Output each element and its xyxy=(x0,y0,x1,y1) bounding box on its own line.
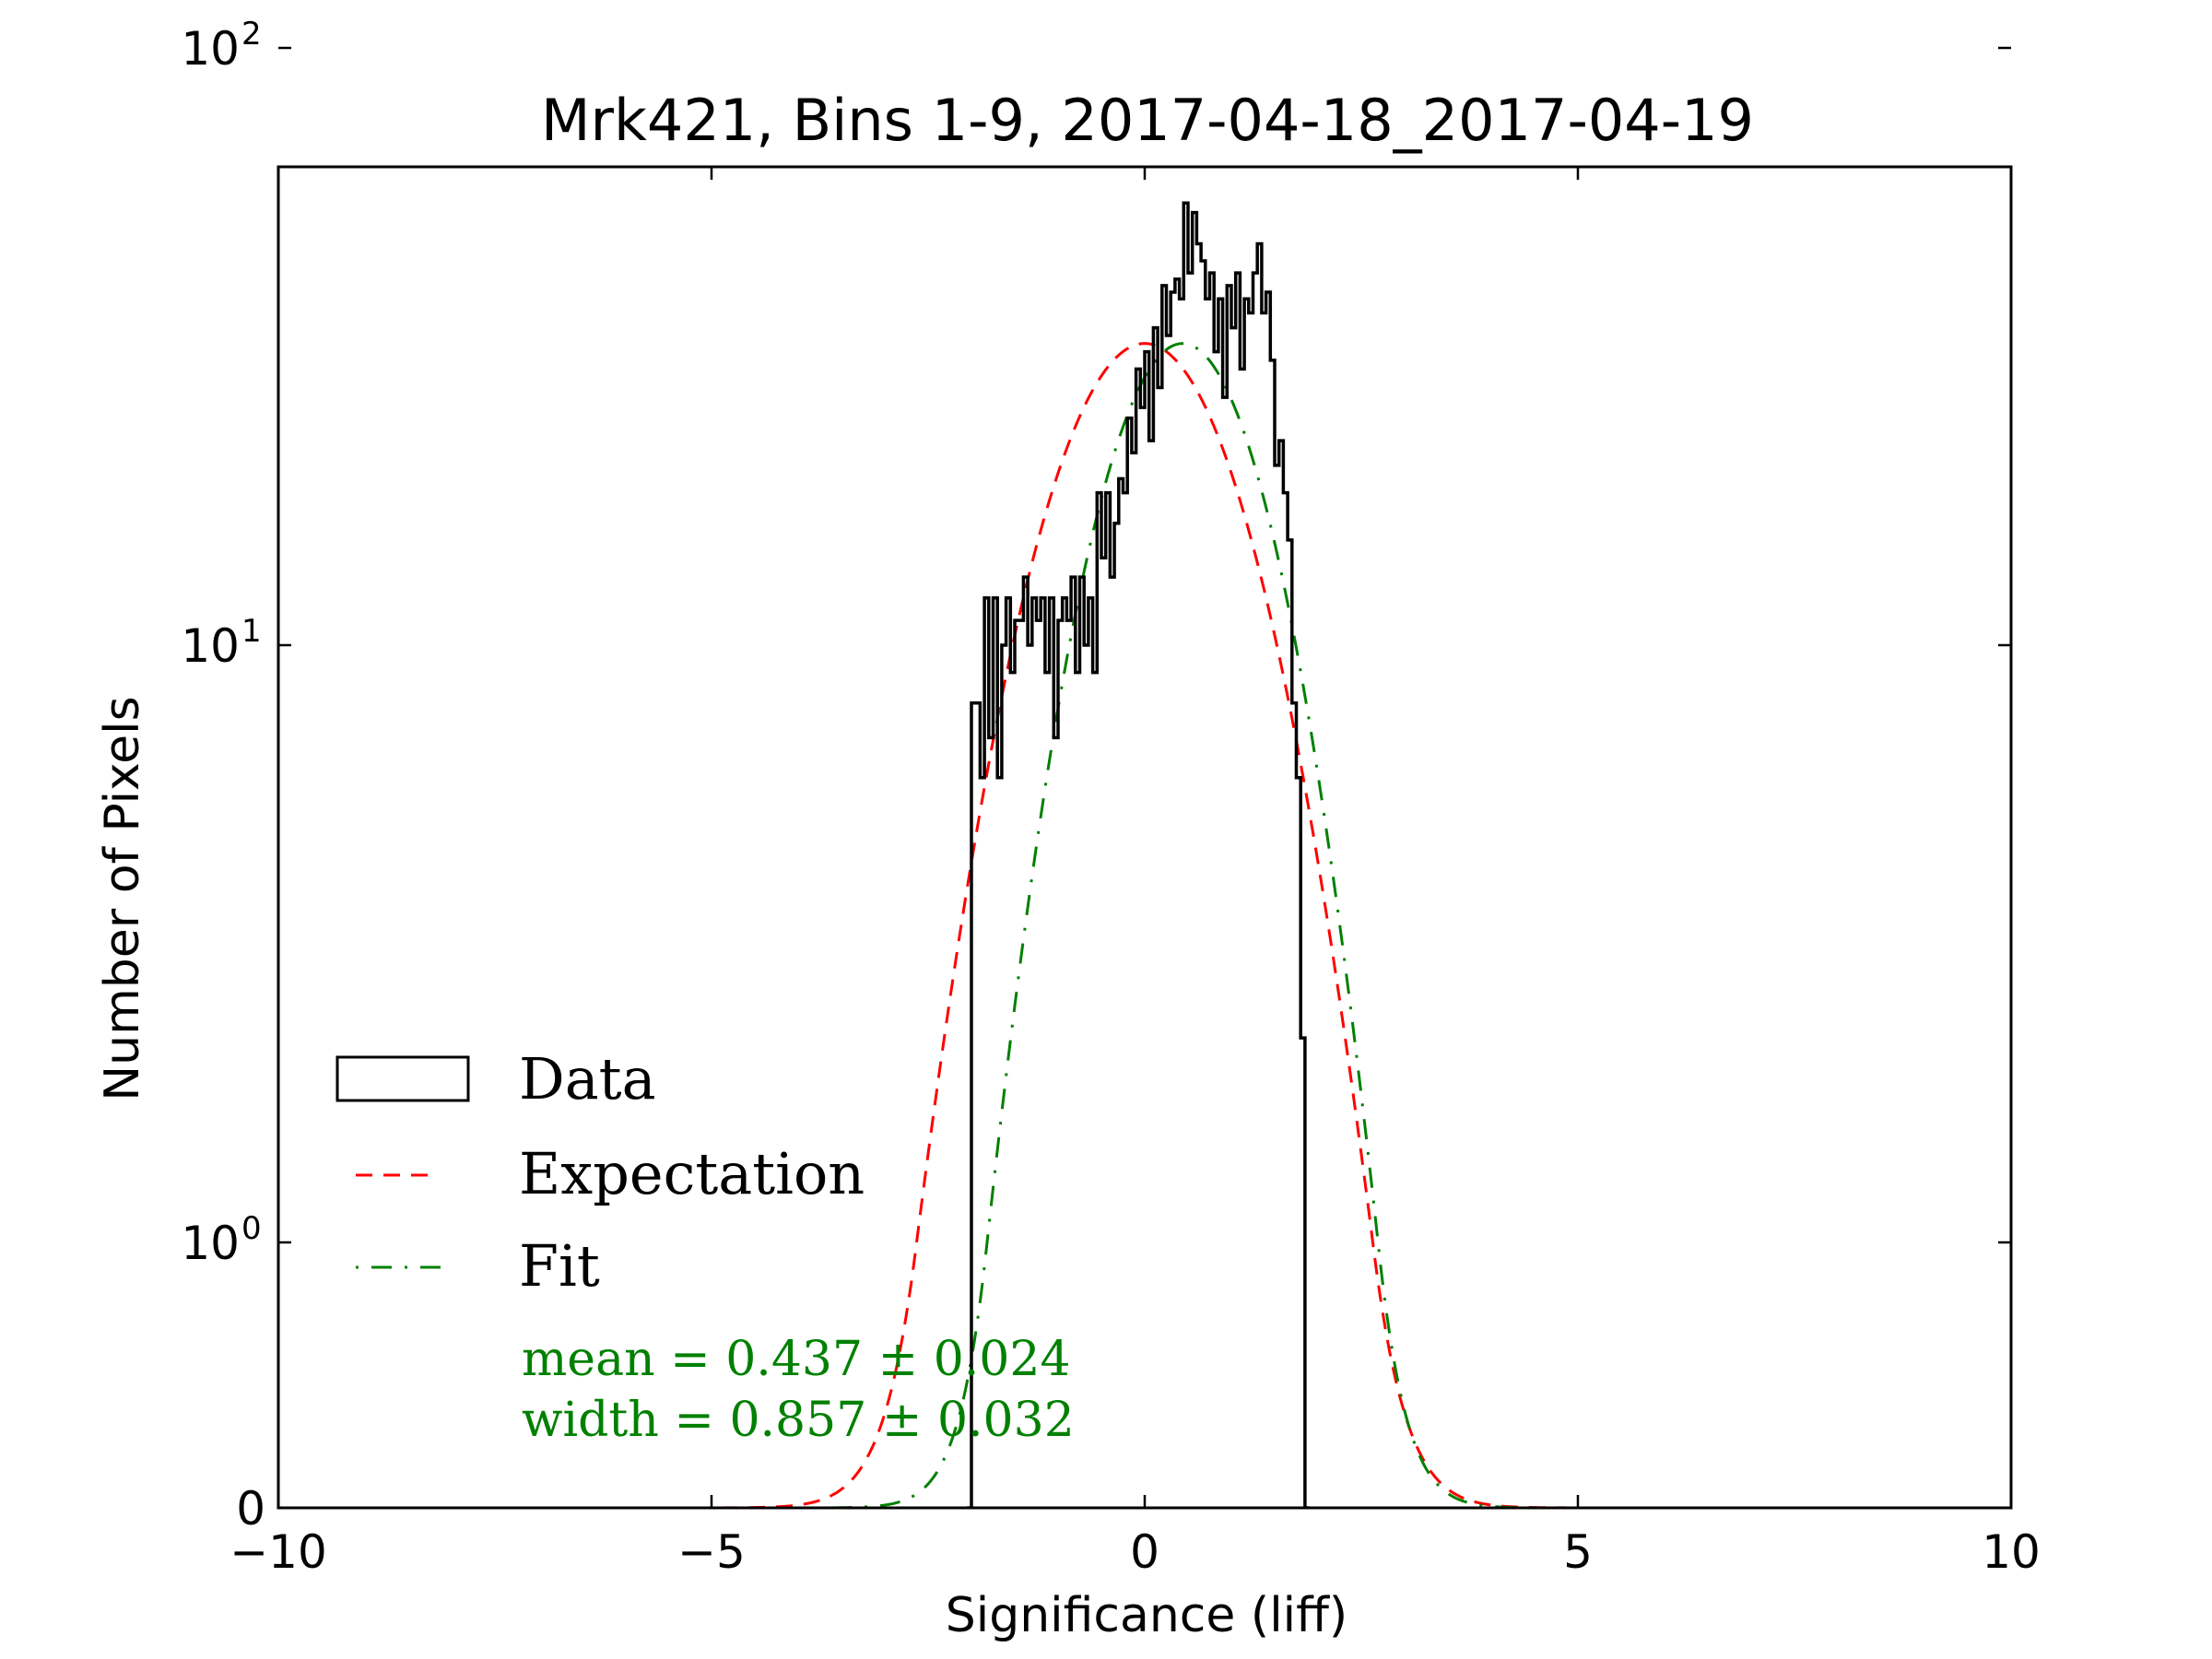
x-tick-label: 0 xyxy=(1130,1525,1159,1579)
legend-data-swatch xyxy=(335,1055,470,1102)
y-axis-label: Number of Pixels xyxy=(95,696,150,1100)
y-tick-exponent: 1 xyxy=(241,613,262,650)
x-tick-label: −5 xyxy=(677,1525,746,1579)
x-ticks: −10 −5 0 5 10 xyxy=(229,167,2041,1579)
fit-mean-annotation: mean = 0.437 ± 0.024 xyxy=(522,1332,1071,1387)
y-tick-label: 10 xyxy=(181,1217,240,1270)
y-tick-label: 10 xyxy=(181,619,240,673)
plot-area xyxy=(278,201,2011,1508)
fit-width-annotation: width = 0.857 ± 0.032 xyxy=(522,1393,1075,1448)
legend-expectation-label: Expectation xyxy=(519,1140,865,1207)
y-tick-label: 0 xyxy=(236,1482,265,1535)
x-tick-label: −10 xyxy=(229,1525,327,1579)
x-axis-label: Significance (liff) xyxy=(946,1588,1347,1643)
y-tick-label: 10 xyxy=(181,22,240,76)
legend-fit-label: Fit xyxy=(519,1232,600,1300)
expectation-curve xyxy=(278,342,2011,1508)
y-tick-exponent: 2 xyxy=(241,16,262,53)
data-histogram xyxy=(967,201,1310,1508)
x-tick-label: 10 xyxy=(1982,1525,2041,1579)
legend-data-label: Data xyxy=(519,1045,656,1112)
x-tick-label: 5 xyxy=(1563,1525,1593,1579)
y-tick-exponent: 0 xyxy=(241,1210,262,1247)
chart-title: Mrk421, Bins 1-9, 2017-04-18_2017-04-19 xyxy=(541,87,1754,154)
legend: Data Expectation Fit mean = 0.437 ± 0.02… xyxy=(335,1045,1075,1448)
